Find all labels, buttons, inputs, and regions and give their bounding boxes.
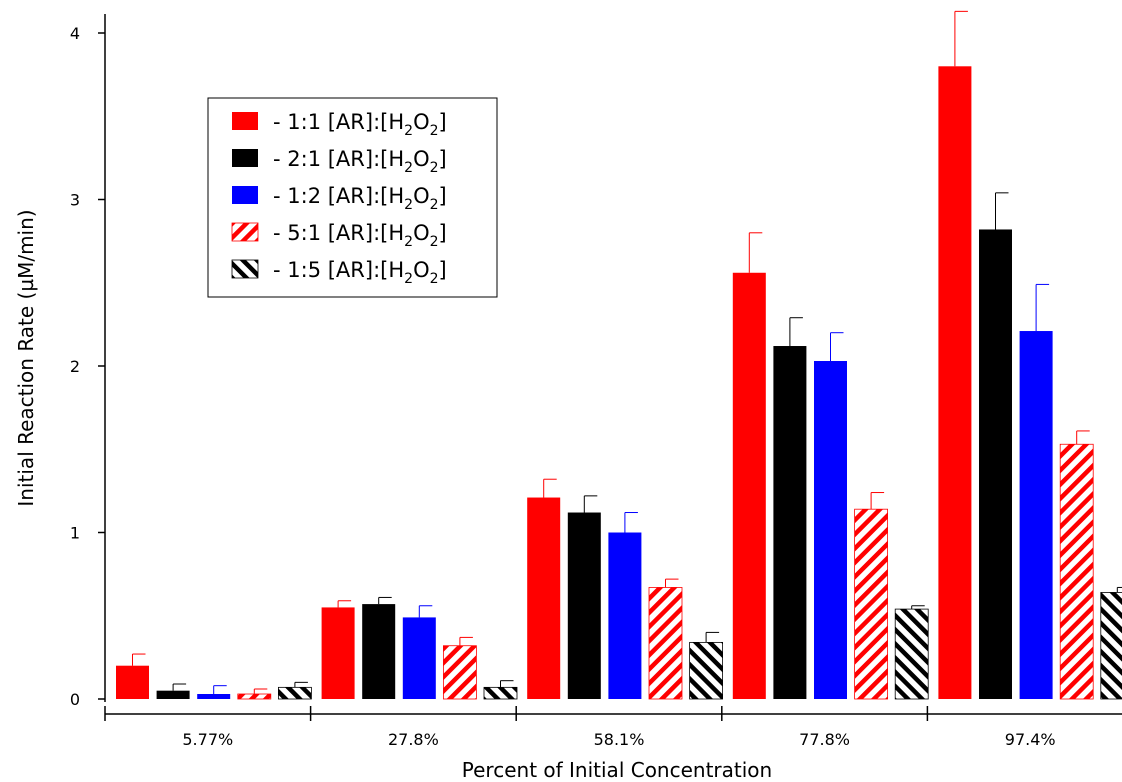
x-axis-title: Percent of Initial Concentration: [462, 758, 772, 782]
legend-subscript: 2: [404, 271, 413, 287]
x-tick-label: 77.8%: [799, 730, 850, 749]
x-tick-label: 97.4%: [1005, 730, 1056, 749]
bars: [116, 10, 1122, 700]
bar: [362, 604, 396, 699]
legend-swatch: [232, 186, 258, 204]
legend-label-mid: O: [413, 221, 430, 245]
x-ticks: 5.77% 27.8% 58.1% 77.8% 97.4%: [104, 706, 1056, 749]
y-tick-label: 1: [70, 524, 80, 543]
legend-subscript: 2: [404, 123, 413, 139]
bar: [773, 346, 807, 699]
legend-subscript: 2: [430, 234, 439, 250]
legend: - 1:1 [AR]:[H2O2]- 2:1 [AR]:[H2O2]- 1:2 …: [207, 97, 498, 298]
y-tick-label: 4: [70, 24, 80, 43]
y-tick-label: 2: [70, 357, 80, 376]
bar: [1100, 592, 1122, 700]
legend-subscript: 2: [430, 271, 439, 287]
legend-label-mid: O: [413, 110, 430, 134]
legend-subscript: 2: [430, 160, 439, 176]
bar: [854, 508, 888, 700]
axes: [104, 14, 1122, 715]
legend-label-mid: O: [413, 258, 430, 282]
legend-subscript: 2: [404, 234, 413, 250]
legend-label: - 5:1 [AR]:[H2O2]: [273, 221, 447, 250]
bar: [442, 645, 477, 700]
y-axis-title: Initial Reaction Rate (µM/min): [14, 209, 38, 506]
legend-label-prefix: - 1:5 [AR]:[H: [273, 258, 404, 282]
legend-subscript: 2: [404, 197, 413, 213]
bar: [648, 587, 683, 700]
x-tick-label: 27.8%: [388, 730, 439, 749]
legend-label: - 1:1 [AR]:[H2O2]: [273, 110, 447, 139]
legend-label-suffix: ]: [439, 110, 447, 134]
x-tick-label: 5.77%: [182, 730, 233, 749]
bar: [197, 694, 231, 699]
bar: [237, 693, 272, 700]
bar: [116, 665, 149, 699]
legend-swatch: [232, 149, 258, 167]
bar: [483, 686, 518, 700]
legend-label-suffix: ]: [439, 258, 447, 282]
legend-label-suffix: ]: [439, 147, 447, 171]
legend-label-prefix: - 1:2 [AR]:[H: [273, 184, 404, 208]
bar: [527, 497, 561, 699]
legend-swatch: [232, 112, 258, 130]
legend-label-mid: O: [413, 184, 430, 208]
bar: [402, 617, 436, 699]
legend-subscript: 2: [430, 197, 439, 213]
y-tick-label: 3: [70, 191, 80, 210]
bar: [1019, 331, 1053, 699]
bar: [1059, 443, 1094, 700]
bar: [814, 361, 847, 699]
legend-swatch: [231, 222, 259, 242]
legend-label-suffix: ]: [439, 184, 447, 208]
legend-label-mid: O: [413, 147, 430, 171]
legend-label-prefix: - 2:1 [AR]:[H: [273, 147, 404, 171]
legend-label-prefix: - 5:1 [AR]:[H: [273, 221, 404, 245]
y-tick-label: 0: [70, 690, 80, 709]
bar: [277, 686, 312, 700]
bar: [321, 607, 355, 699]
bar: [979, 229, 1012, 699]
legend-label-prefix: - 1:1 [AR]:[H: [273, 110, 404, 134]
legend-label-suffix: ]: [439, 221, 447, 245]
x-tick-label: 58.1%: [594, 730, 645, 749]
bar: [894, 608, 929, 700]
bar: [689, 641, 723, 700]
bar: [567, 512, 601, 699]
bar: [732, 272, 766, 699]
legend-label: - 1:2 [AR]:[H2O2]: [273, 184, 447, 213]
legend-label: - 1:5 [AR]:[H2O2]: [273, 258, 447, 287]
bar: [938, 66, 972, 700]
legend-subscript: 2: [404, 160, 413, 176]
legend-label: - 2:1 [AR]:[H2O2]: [273, 147, 447, 176]
bar: [156, 690, 190, 699]
legend-subscript: 2: [430, 123, 439, 139]
y-ticks: 0 1 2 3 4: [70, 24, 105, 709]
bar: [608, 532, 642, 699]
legend-swatch: [231, 259, 259, 279]
